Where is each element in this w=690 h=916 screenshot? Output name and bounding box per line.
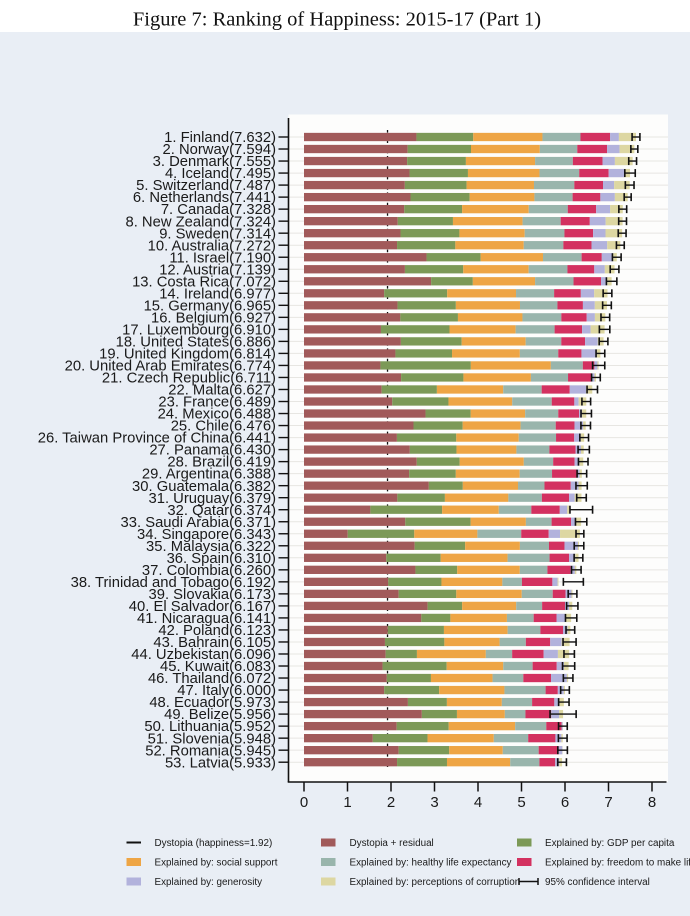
svg-text:4. Iceland(7.495): 4. Iceland(7.495) xyxy=(165,166,276,182)
svg-text:7. Canada(7.328): 7. Canada(7.328) xyxy=(161,202,276,218)
svg-text:2. Norway(7.594): 2. Norway(7.594) xyxy=(163,142,277,158)
svg-text:Explained by: healthy life exp: Explained by: healthy life expectancy xyxy=(350,858,512,869)
svg-text:37. Colombia(6.260): 37. Colombia(6.260) xyxy=(142,563,276,579)
svg-text:26. Taiwan Province of China(6: 26. Taiwan Province of China(6.441) xyxy=(38,431,276,447)
svg-text:30. Guatemala(6.382): 30. Guatemala(6.382) xyxy=(132,479,276,495)
svg-text:48. Ecuador(5.973): 48. Ecuador(5.973) xyxy=(149,695,276,711)
svg-text:19. United Kingdom(6.814): 19. United Kingdom(6.814) xyxy=(99,347,276,363)
svg-text:45. Kuwait(6.083): 45. Kuwait(6.083) xyxy=(160,659,276,675)
svg-text:Explained by: perceptions of c: Explained by: perceptions of corruption xyxy=(350,877,521,888)
svg-text:42. Poland(6.123): 42. Poland(6.123) xyxy=(158,623,276,639)
svg-text:49. Belize(5.956): 49. Belize(5.956) xyxy=(164,707,276,723)
svg-text:1: 1 xyxy=(343,794,351,811)
svg-text:28. Brazil(6.419): 28. Brazil(6.419) xyxy=(167,455,276,471)
svg-text:16. Belgium(6.927): 16. Belgium(6.927) xyxy=(151,310,276,326)
svg-text:12. Austria(7.139): 12. Austria(7.139) xyxy=(159,262,276,278)
svg-text:1. Finland(7.632): 1. Finland(7.632) xyxy=(164,130,276,146)
svg-text:33. Saudi Arabia(6.371): 33. Saudi Arabia(6.371) xyxy=(121,515,277,531)
svg-text:29. Argentina(6.388): 29. Argentina(6.388) xyxy=(142,467,276,483)
svg-text:24. Mexico(6.488): 24. Mexico(6.488) xyxy=(158,407,277,423)
svg-text:8: 8 xyxy=(648,794,656,811)
svg-text:40. El Salvador(6.167): 40. El Salvador(6.167) xyxy=(129,599,276,615)
svg-text:32. Qatar(6.374): 32. Qatar(6.374) xyxy=(167,503,276,519)
svg-text:39. Slovakia(6.173): 39. Slovakia(6.173) xyxy=(149,587,277,603)
svg-text:Explained by: social support: Explained by: social support xyxy=(155,858,278,869)
svg-text:7: 7 xyxy=(604,794,612,811)
svg-text:46. Thailand(6.072): 46. Thailand(6.072) xyxy=(148,671,276,687)
svg-text:8. New Zealand(7.324): 8. New Zealand(7.324) xyxy=(125,214,276,230)
svg-text:Explained by: generosity: Explained by: generosity xyxy=(155,877,263,888)
svg-text:3. Denmark(7.555): 3. Denmark(7.555) xyxy=(153,154,276,170)
svg-text:21. Czech Republic(6.711): 21. Czech Republic(6.711) xyxy=(102,371,276,387)
svg-text:10. Australia(7.272): 10. Australia(7.272) xyxy=(148,238,276,254)
svg-text:22. Malta(6.627): 22. Malta(6.627) xyxy=(168,383,276,399)
svg-text:6: 6 xyxy=(561,794,569,811)
svg-text:50. Lithuania(5.952): 50. Lithuania(5.952) xyxy=(144,719,276,735)
svg-text:27. Panama(6.430): 27. Panama(6.430) xyxy=(149,443,276,459)
svg-text:Explained by: freedom to make: Explained by: freedom to make life choic… xyxy=(545,858,690,869)
svg-text:11. Israel(7.190): 11. Israel(7.190) xyxy=(169,250,276,266)
svg-text:14. Ireland(6.977): 14. Ireland(6.977) xyxy=(159,286,276,302)
svg-text:36. Spain(6.310): 36. Spain(6.310) xyxy=(167,551,276,567)
svg-text:Figure 7: Ranking of Happiness: Figure 7: Ranking of Happiness: 2015-17 … xyxy=(133,9,541,31)
svg-text:13. Costa Rica(7.072): 13. Costa Rica(7.072) xyxy=(132,274,276,290)
svg-text:17. Luxembourg(6.910): 17. Luxembourg(6.910) xyxy=(122,322,276,338)
svg-text:44. Uzbekistan(6.096): 44. Uzbekistan(6.096) xyxy=(131,647,276,663)
svg-text:43. Bahrain(6.105): 43. Bahrain(6.105) xyxy=(153,635,276,651)
svg-text:0: 0 xyxy=(300,794,308,811)
svg-text:15. Germany(6.965): 15. Germany(6.965) xyxy=(144,298,276,314)
svg-text:38. Trinidad and Tobago(6.192): 38. Trinidad and Tobago(6.192) xyxy=(71,575,276,591)
svg-text:51. Slovenia(5.948): 51. Slovenia(5.948) xyxy=(148,731,276,747)
svg-text:34. Singapore(6.343): 34. Singapore(6.343) xyxy=(137,527,276,543)
svg-text:4: 4 xyxy=(474,794,482,811)
svg-text:53. Latvia(5.933): 53. Latvia(5.933) xyxy=(165,755,276,771)
svg-text:3: 3 xyxy=(430,794,438,811)
svg-text:52. Romania(5.945): 52. Romania(5.945) xyxy=(145,743,276,759)
svg-text:5: 5 xyxy=(517,794,525,811)
svg-text:18. United States(6.886): 18. United States(6.886) xyxy=(116,334,276,350)
svg-text:9. Sweden(7.314): 9. Sweden(7.314) xyxy=(159,226,276,242)
svg-text:35. Malaysia(6.322): 35. Malaysia(6.322) xyxy=(146,539,276,555)
svg-text:23. France(6.489): 23. France(6.489) xyxy=(158,395,276,411)
svg-text:31. Uruguay(6.379): 31. Uruguay(6.379) xyxy=(149,491,277,507)
svg-text:47. Italy(6.000): 47. Italy(6.000) xyxy=(177,683,276,699)
svg-text:6. Netherlands(7.441): 6. Netherlands(7.441) xyxy=(133,190,276,206)
svg-text:Dystopia + residual: Dystopia + residual xyxy=(350,838,434,849)
svg-text:5. Switzerland(7.487): 5. Switzerland(7.487) xyxy=(136,178,276,194)
svg-text:20. United Arab Emirates(6.774: 20. United Arab Emirates(6.774) xyxy=(65,359,276,375)
svg-text:25. Chile(6.476): 25. Chile(6.476) xyxy=(171,419,276,435)
svg-text:95% confidence interval: 95% confidence interval xyxy=(545,877,650,888)
svg-text:Dystopia (happiness=1.92): Dystopia (happiness=1.92) xyxy=(155,838,273,849)
svg-text:41. Nicaragua(6.141): 41. Nicaragua(6.141) xyxy=(137,611,276,627)
svg-text:2: 2 xyxy=(387,794,395,811)
svg-text:Explained by: GDP per capita: Explained by: GDP per capita xyxy=(545,838,675,849)
